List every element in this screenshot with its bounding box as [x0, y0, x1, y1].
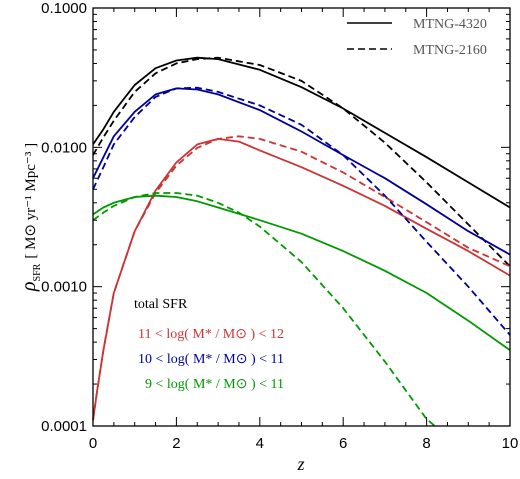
- x-tick-label: 6: [339, 435, 347, 452]
- series-line-m11_12-mtng-2160: [92, 135, 511, 421]
- y-axis-subscript: SFR: [32, 263, 43, 281]
- series-line-total-mtng-2160: [92, 56, 511, 267]
- y-tick-label: 0.0001: [41, 418, 87, 435]
- x-tick-label: 4: [256, 435, 264, 452]
- y-axis-title: ρSFR [ M⊙ yr⁻¹ Mpc⁻³ ]: [18, 143, 43, 292]
- series-line-m9_11-mtng-2160: [92, 192, 436, 427]
- legend-label-mtng-4320: MTNG-4320: [413, 17, 487, 32]
- y-tick-label: 0.1000: [41, 0, 87, 17]
- x-tick-label: 2: [172, 435, 180, 452]
- tick-layer: 0 2 4 6 8 10 0.0001 0.0010 0.0100 0.1000: [41, 0, 518, 452]
- series-line-total-mtng-4320: [92, 56, 511, 209]
- series-line-m10_11-mtng-2160: [92, 86, 511, 336]
- x-axis-title: z: [296, 454, 304, 474]
- x-tick-label: 10: [502, 435, 519, 452]
- x-tick-label: 0: [89, 435, 97, 452]
- x-tick-label: 8: [422, 435, 430, 452]
- category-label-total-sfr: total SFR: [134, 297, 188, 312]
- legend-label-mtng-2160: MTNG-2160: [413, 43, 487, 58]
- y-axis-units: [ M⊙ yr⁻¹ Mpc⁻³ ]: [23, 143, 39, 259]
- series-line-m9_11-mtng-4320: [92, 194, 511, 351]
- category-label-m9-11: 9 < log( M* / M⊙ ) < 11: [145, 377, 284, 392]
- series-layer: [92, 56, 511, 427]
- y-tick-label: 0.0100: [41, 139, 87, 156]
- y-axis-title-text: ρSFR [ M⊙ yr⁻¹ Mpc⁻³ ]: [18, 143, 43, 292]
- legend: MTNG-4320 MTNG-2160: [347, 17, 487, 58]
- y-tick-label: 0.0010: [41, 279, 87, 296]
- category-labels: total SFR 11 < log( M* / M⊙ ) < 12 10 < …: [134, 297, 284, 392]
- series-line-m10_11-mtng-4320: [92, 87, 511, 256]
- category-label-m11-12: 11 < log( M* / M⊙ ) < 12: [138, 327, 284, 342]
- y-axis-symbol: ρ: [18, 281, 40, 292]
- category-label-m10-11: 10 < log( M* / M⊙ ) < 11: [138, 352, 284, 367]
